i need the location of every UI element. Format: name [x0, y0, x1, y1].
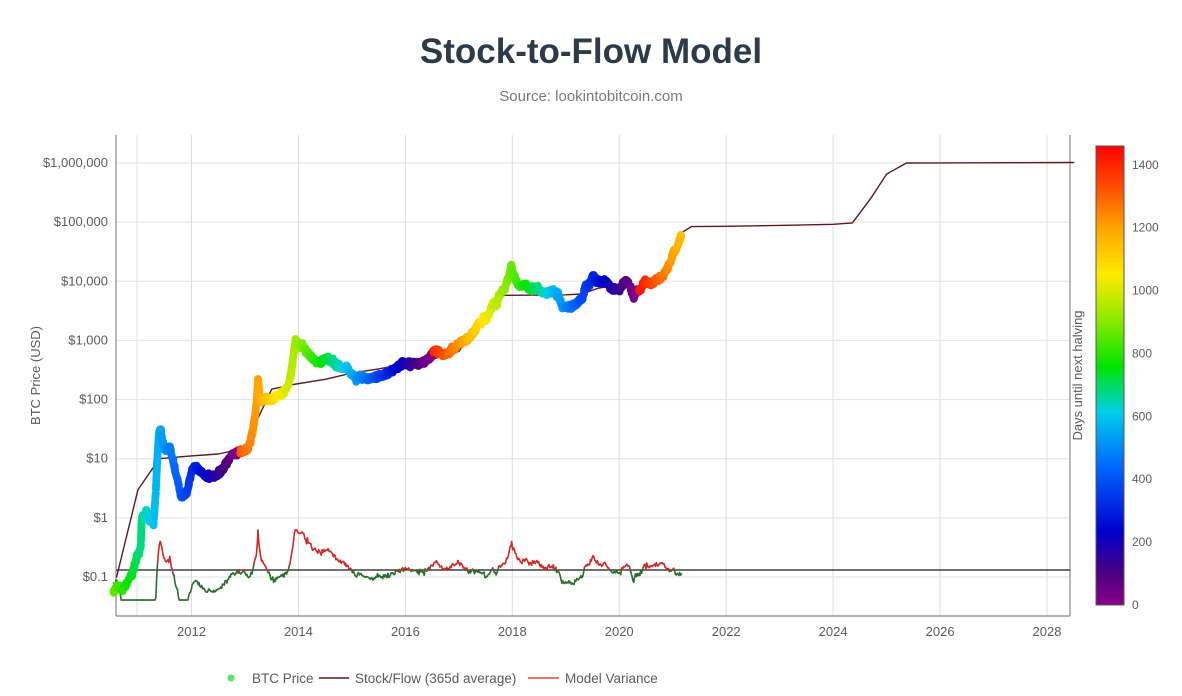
svg-text:2028: 2028: [1033, 624, 1062, 639]
svg-text:$10,000: $10,000: [61, 273, 108, 288]
svg-text:$10: $10: [86, 451, 108, 466]
svg-text:$100: $100: [79, 392, 108, 407]
svg-text:1400: 1400: [1132, 158, 1159, 172]
svg-text:Stock/Flow (365d average): Stock/Flow (365d average): [355, 671, 516, 686]
svg-text:$1,000: $1,000: [68, 332, 108, 347]
svg-text:Days until next halving: Days until next halving: [1070, 310, 1085, 440]
svg-text:$1: $1: [94, 510, 108, 525]
svg-text:2016: 2016: [391, 624, 420, 639]
svg-text:200: 200: [1132, 535, 1152, 549]
svg-text:$100,000: $100,000: [54, 214, 108, 229]
svg-text:BTC Price: BTC Price: [252, 671, 314, 686]
svg-text:800: 800: [1132, 347, 1152, 361]
svg-text:BTC Price (USD): BTC Price (USD): [28, 326, 43, 425]
svg-text:2024: 2024: [819, 624, 848, 639]
svg-text:2022: 2022: [712, 624, 741, 639]
svg-text:2018: 2018: [498, 624, 527, 639]
svg-text:0: 0: [1132, 598, 1139, 612]
svg-text:400: 400: [1132, 472, 1152, 486]
svg-text:2026: 2026: [926, 624, 955, 639]
svg-text:$1,000,000: $1,000,000: [43, 155, 108, 170]
svg-text:$0.1: $0.1: [83, 569, 108, 584]
svg-text:Model Variance: Model Variance: [565, 671, 658, 686]
svg-text:2014: 2014: [284, 624, 313, 639]
svg-text:2012: 2012: [177, 624, 206, 639]
svg-text:2020: 2020: [605, 624, 634, 639]
svg-text:1200: 1200: [1132, 221, 1159, 235]
svg-text:1000: 1000: [1132, 284, 1159, 298]
svg-text:600: 600: [1132, 409, 1152, 423]
